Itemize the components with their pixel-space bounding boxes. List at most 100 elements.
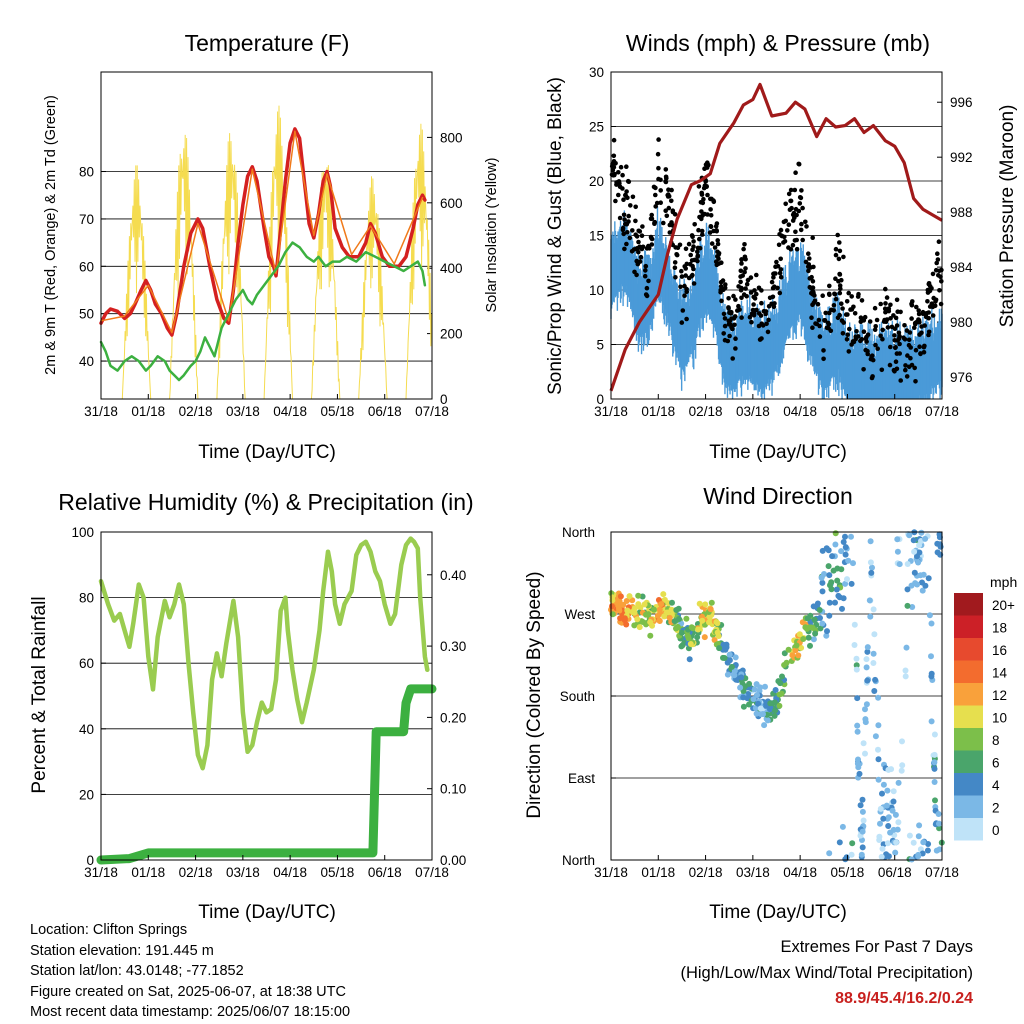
direction-point <box>859 828 866 835</box>
gust-point <box>840 306 845 311</box>
y2-tick-label: 0.30 <box>440 639 466 654</box>
gust-point <box>726 322 732 327</box>
direction-point <box>673 625 679 632</box>
direction-point <box>738 674 745 681</box>
series-t2m <box>99 127 427 337</box>
gust-point <box>827 283 832 289</box>
gust-point <box>726 296 731 301</box>
direction-point <box>854 760 861 767</box>
direction-point <box>893 839 900 846</box>
y-tick-label: 15 <box>589 229 604 244</box>
direction-point <box>614 599 621 605</box>
direction-point <box>707 606 714 613</box>
gust-point <box>703 179 708 184</box>
gust-point <box>918 351 923 356</box>
direction-point <box>899 738 905 745</box>
x-tick-label: 04/18 <box>783 404 817 419</box>
gust-point <box>912 325 917 331</box>
direction-point <box>832 541 839 548</box>
gust-point <box>892 333 897 338</box>
direction-point <box>761 722 768 729</box>
colorbar-swatch <box>954 615 983 638</box>
direction-point <box>726 651 733 658</box>
gust-point <box>833 276 838 282</box>
extremes-panel: Extremes For Past 7 Days (High/Low/Max W… <box>680 934 973 1012</box>
gust-point <box>739 295 744 301</box>
direction-point <box>721 655 728 661</box>
direction-point <box>922 535 929 542</box>
gust-point <box>809 291 814 296</box>
gust-point <box>674 252 680 258</box>
direction-point <box>872 733 879 740</box>
gust-point <box>726 305 731 310</box>
y2-tick-label: 0 <box>440 392 448 407</box>
direction-point <box>915 559 922 566</box>
gust-point <box>883 301 888 306</box>
gust-point <box>722 316 728 321</box>
gust-point <box>853 336 858 342</box>
gust-point <box>792 187 798 193</box>
x-tick-label: 01/18 <box>641 404 675 419</box>
y-category-label: East <box>568 771 595 786</box>
gust-point <box>683 266 688 271</box>
wind-direction-title: Wind Direction <box>703 483 853 509</box>
direction-point <box>757 705 764 712</box>
x-tick-label: 07/18 <box>415 865 449 880</box>
gust-point <box>769 279 775 285</box>
gust-point <box>909 316 914 321</box>
wind-direction-y-axis-label: Direction (Colored By Speed) <box>524 571 545 818</box>
direction-point <box>762 683 768 690</box>
x-tick-label: 31/18 <box>594 865 628 880</box>
gust-point <box>738 287 744 293</box>
insolation-line <box>121 165 152 400</box>
gust-point <box>799 221 804 227</box>
gust-point <box>624 241 629 247</box>
gust-point <box>626 219 631 224</box>
direction-point <box>617 593 624 600</box>
direction-point <box>904 586 911 593</box>
direction-point <box>683 615 690 622</box>
y-category-label: North <box>562 525 595 540</box>
colorbar-label: 18 <box>992 621 1007 636</box>
colorbar-label: 0 <box>992 823 1000 838</box>
y-tick-label: 60 <box>79 656 94 671</box>
gust-point <box>699 228 705 234</box>
direction-point <box>708 599 715 606</box>
direction-point <box>824 628 830 635</box>
direction-point <box>823 632 830 639</box>
direction-point <box>919 587 926 594</box>
direction-point <box>741 683 748 690</box>
gust-point <box>700 200 706 206</box>
colorbar-swatch <box>954 795 983 818</box>
colorbar-swatch <box>954 750 983 773</box>
gust-point <box>826 326 831 331</box>
gust-point <box>696 184 702 189</box>
gust-point <box>783 201 788 207</box>
direction-point <box>798 644 805 651</box>
gust-point <box>666 205 672 211</box>
direction-point <box>885 766 892 773</box>
gust-point <box>639 246 645 252</box>
gust-point <box>897 351 902 356</box>
rh-y-axis-label: Percent & Total Rainfall <box>29 596 50 793</box>
gust-point <box>932 303 938 309</box>
gust-point <box>841 254 846 260</box>
x-tick-label: 06/18 <box>878 865 912 880</box>
gust-point <box>695 245 701 251</box>
y2-tick-label: 976 <box>950 370 973 385</box>
gust-point <box>625 230 630 235</box>
gust-point <box>777 270 783 276</box>
direction-point <box>892 849 899 856</box>
gust-point <box>634 258 639 264</box>
gust-point <box>738 274 743 279</box>
station-info: Location: Clifton Springs Station elevat… <box>30 920 350 1023</box>
gust-point <box>620 227 626 233</box>
direction-point <box>851 642 858 648</box>
gust-point <box>921 350 927 355</box>
temperature-y2-axis-label: Solar Insolation (Yellow) <box>484 157 500 312</box>
gust-point <box>663 208 668 213</box>
direction-point <box>924 847 931 854</box>
gust-point <box>781 240 786 245</box>
direction-point <box>755 700 762 707</box>
gust-point <box>699 209 704 214</box>
